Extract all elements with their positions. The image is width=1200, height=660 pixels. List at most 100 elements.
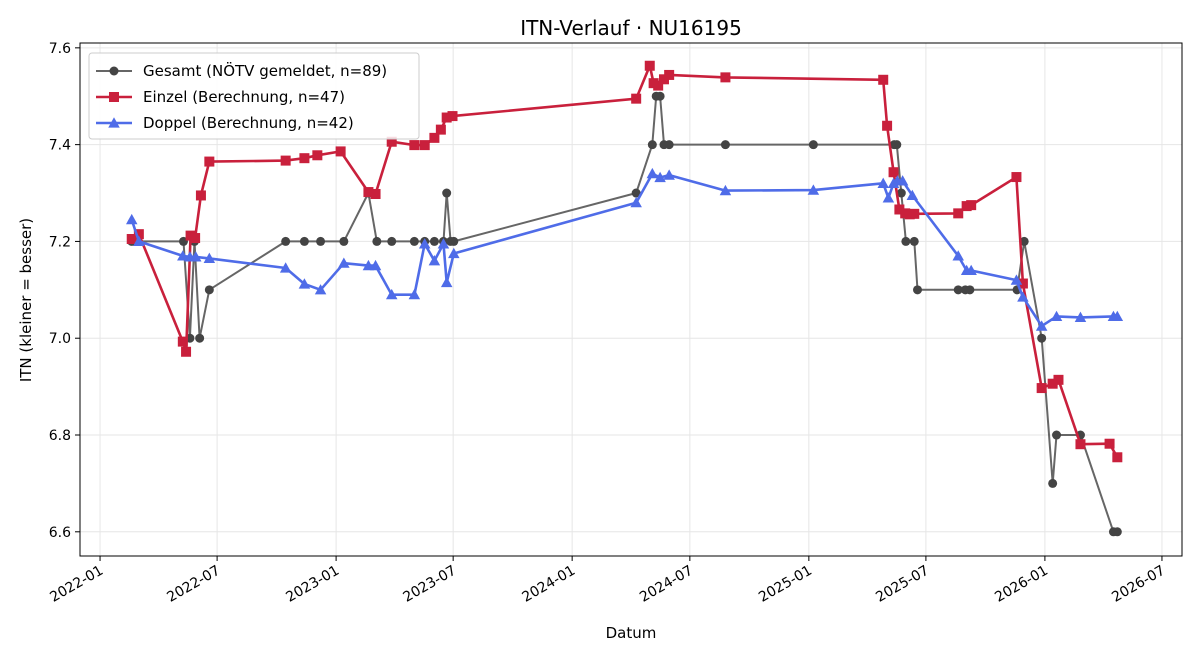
data-point — [1036, 383, 1047, 394]
x-tick-label: 2026-07 — [1109, 563, 1168, 606]
data-point — [1047, 378, 1058, 389]
data-point — [952, 250, 964, 261]
x-axis-title: Datum — [606, 624, 657, 642]
data-point — [877, 177, 889, 188]
x-tick-label: 2023-01 — [283, 563, 342, 606]
data-point — [896, 188, 906, 198]
y-tick-label: 7.6 — [49, 41, 71, 57]
data-point — [966, 200, 977, 211]
grid — [80, 43, 1182, 556]
data-point — [720, 72, 731, 83]
series-line — [130, 64, 1119, 458]
data-point — [449, 236, 459, 246]
data-point — [1017, 278, 1028, 289]
x-axis: 2022-01 2022-07 2023-01 2023-07 2024-01 2024-… — [47, 556, 1168, 606]
data-point — [1104, 438, 1115, 449]
legend-box — [88, 52, 420, 140]
data-point — [125, 213, 138, 225]
x-tick-label: 2026-01 — [992, 563, 1051, 606]
data-point — [630, 196, 642, 208]
x-tick-label: 2022-01 — [47, 563, 106, 606]
data-point — [437, 238, 450, 249]
data-point — [664, 69, 675, 80]
data-point — [409, 140, 420, 151]
data-point — [177, 336, 188, 347]
data-point — [653, 80, 664, 91]
data-point — [807, 184, 820, 195]
data-point — [906, 189, 919, 201]
data-point — [133, 229, 144, 240]
legend-marker — [108, 117, 120, 128]
data-point — [280, 155, 291, 166]
data-point — [335, 146, 346, 157]
data-point — [440, 276, 453, 288]
data-point — [719, 184, 732, 196]
y-tick-label: 7.0 — [49, 331, 71, 347]
data-point — [646, 167, 659, 179]
data-point — [408, 288, 421, 300]
data-point — [1048, 478, 1058, 488]
data-point — [441, 112, 452, 123]
plot-frame — [79, 42, 1183, 557]
x-tick-label: 2025-07 — [873, 563, 932, 606]
data-point — [953, 285, 963, 295]
data-point — [647, 140, 657, 150]
legend: Gesamt (NÖTV gemeldet, n=89) Einzel (Bere… — [88, 52, 420, 140]
data-point — [429, 132, 440, 143]
data-point — [1112, 452, 1123, 463]
legend-marker — [109, 66, 119, 76]
data-point — [316, 236, 326, 246]
data-point — [1111, 310, 1124, 322]
data-point — [312, 150, 323, 161]
series-square — [126, 60, 1123, 463]
data-point — [428, 255, 441, 266]
data-point — [901, 236, 911, 246]
data-point — [442, 188, 452, 198]
legend-label: Doppel (Berechnung, n=42) — [143, 114, 354, 132]
data-point — [314, 284, 327, 295]
data-point — [385, 288, 398, 300]
data-point — [429, 236, 439, 246]
data-point — [965, 285, 975, 295]
data-point — [892, 140, 902, 150]
data-point — [190, 233, 201, 244]
y-tick-label: 7.2 — [49, 234, 71, 250]
legend-label: Einzel (Berechnung, n=47) — [143, 88, 345, 106]
data-point — [909, 236, 919, 246]
data-point — [299, 153, 310, 164]
data-point — [1112, 527, 1122, 537]
data-point — [896, 175, 909, 186]
data-point — [894, 204, 905, 215]
x-tick-label: 2022-07 — [164, 563, 223, 606]
data-point — [279, 262, 292, 273]
series-circle — [127, 91, 1122, 537]
data-point — [720, 140, 730, 150]
data-point — [1011, 172, 1022, 183]
data-point — [663, 169, 675, 180]
data-point — [338, 257, 350, 268]
data-point — [1074, 311, 1087, 323]
data-point — [1010, 274, 1023, 285]
data-point — [370, 188, 381, 199]
data-point — [1053, 374, 1064, 385]
data-point — [203, 252, 216, 263]
y-tick-label: 7.4 — [49, 138, 71, 154]
data-point — [298, 278, 311, 289]
data-point — [372, 236, 382, 246]
data-point — [418, 238, 431, 249]
data-point — [1037, 333, 1047, 343]
data-point — [448, 247, 460, 259]
data-point — [1050, 310, 1063, 322]
data-point — [435, 124, 446, 135]
data-point — [419, 140, 430, 151]
data-point — [1019, 236, 1029, 246]
data-point — [631, 93, 642, 104]
x-tick-label: 2024-07 — [637, 563, 696, 606]
legend-item: Doppel (Berechnung, n=42) — [96, 114, 354, 132]
data-point — [909, 208, 920, 219]
data-point — [654, 171, 666, 183]
data-point — [1017, 291, 1029, 302]
legend-marker — [109, 92, 119, 102]
data-point — [204, 285, 214, 295]
